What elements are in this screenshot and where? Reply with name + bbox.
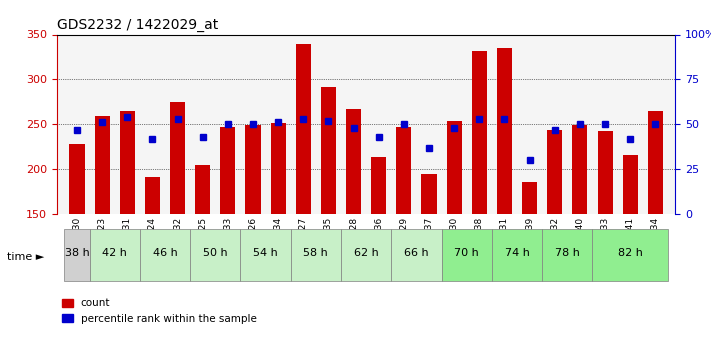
Text: GDS2232 / 1422029_at: GDS2232 / 1422029_at xyxy=(57,18,218,32)
Text: time ►: time ► xyxy=(7,252,44,262)
Bar xyxy=(220,127,235,345)
Bar xyxy=(623,155,638,345)
Bar xyxy=(145,177,160,345)
Text: 74 h: 74 h xyxy=(505,248,530,258)
Text: 42 h: 42 h xyxy=(102,248,127,258)
Bar xyxy=(165,34,190,214)
Bar xyxy=(492,34,517,214)
Text: 78 h: 78 h xyxy=(555,248,579,258)
Bar xyxy=(90,34,114,214)
Bar xyxy=(472,51,487,345)
FancyBboxPatch shape xyxy=(240,229,291,282)
FancyBboxPatch shape xyxy=(140,229,190,282)
Bar xyxy=(316,34,341,214)
FancyBboxPatch shape xyxy=(391,229,442,282)
Bar xyxy=(517,34,542,214)
Bar xyxy=(648,111,663,345)
Bar xyxy=(417,34,442,214)
FancyBboxPatch shape xyxy=(291,229,341,282)
Text: 54 h: 54 h xyxy=(253,248,278,258)
FancyBboxPatch shape xyxy=(492,229,542,282)
Bar xyxy=(497,48,512,345)
Bar xyxy=(542,34,567,214)
Bar xyxy=(592,34,618,214)
FancyBboxPatch shape xyxy=(592,229,668,282)
Bar xyxy=(114,34,140,214)
Text: 62 h: 62 h xyxy=(354,248,378,258)
Bar xyxy=(422,175,437,345)
Legend: count, percentile rank within the sample: count, percentile rank within the sample xyxy=(62,298,257,324)
Bar xyxy=(597,131,613,345)
Bar xyxy=(70,144,85,345)
Bar xyxy=(291,34,316,214)
Bar xyxy=(618,34,643,214)
Bar xyxy=(271,123,286,345)
Text: 58 h: 58 h xyxy=(304,248,328,258)
Bar xyxy=(447,121,461,345)
Bar xyxy=(119,111,135,345)
FancyBboxPatch shape xyxy=(190,229,240,282)
Text: 66 h: 66 h xyxy=(404,248,429,258)
Bar xyxy=(266,34,291,214)
Bar xyxy=(366,34,391,214)
Bar xyxy=(346,109,361,345)
Bar xyxy=(95,116,109,345)
FancyBboxPatch shape xyxy=(90,229,140,282)
Bar xyxy=(442,34,466,214)
FancyBboxPatch shape xyxy=(542,229,592,282)
Bar xyxy=(466,34,492,214)
Bar xyxy=(643,34,668,214)
Bar xyxy=(190,34,215,214)
Text: 50 h: 50 h xyxy=(203,248,228,258)
Bar xyxy=(140,34,165,214)
Text: 70 h: 70 h xyxy=(454,248,479,258)
FancyBboxPatch shape xyxy=(442,229,492,282)
Text: 46 h: 46 h xyxy=(153,248,177,258)
Bar xyxy=(170,102,185,345)
Bar xyxy=(65,34,90,214)
Text: 38 h: 38 h xyxy=(65,248,90,258)
Bar xyxy=(296,45,311,345)
Bar xyxy=(572,125,587,345)
Bar xyxy=(371,157,386,345)
Text: 82 h: 82 h xyxy=(618,248,643,258)
Bar xyxy=(547,130,562,345)
Bar xyxy=(321,87,336,345)
FancyBboxPatch shape xyxy=(341,229,391,282)
Bar xyxy=(391,34,417,214)
Bar xyxy=(215,34,240,214)
Bar xyxy=(522,181,537,345)
FancyBboxPatch shape xyxy=(65,229,90,282)
Bar xyxy=(341,34,366,214)
Bar xyxy=(245,125,260,345)
Bar xyxy=(567,34,592,214)
Bar xyxy=(396,127,412,345)
Bar xyxy=(240,34,266,214)
Bar xyxy=(196,165,210,345)
